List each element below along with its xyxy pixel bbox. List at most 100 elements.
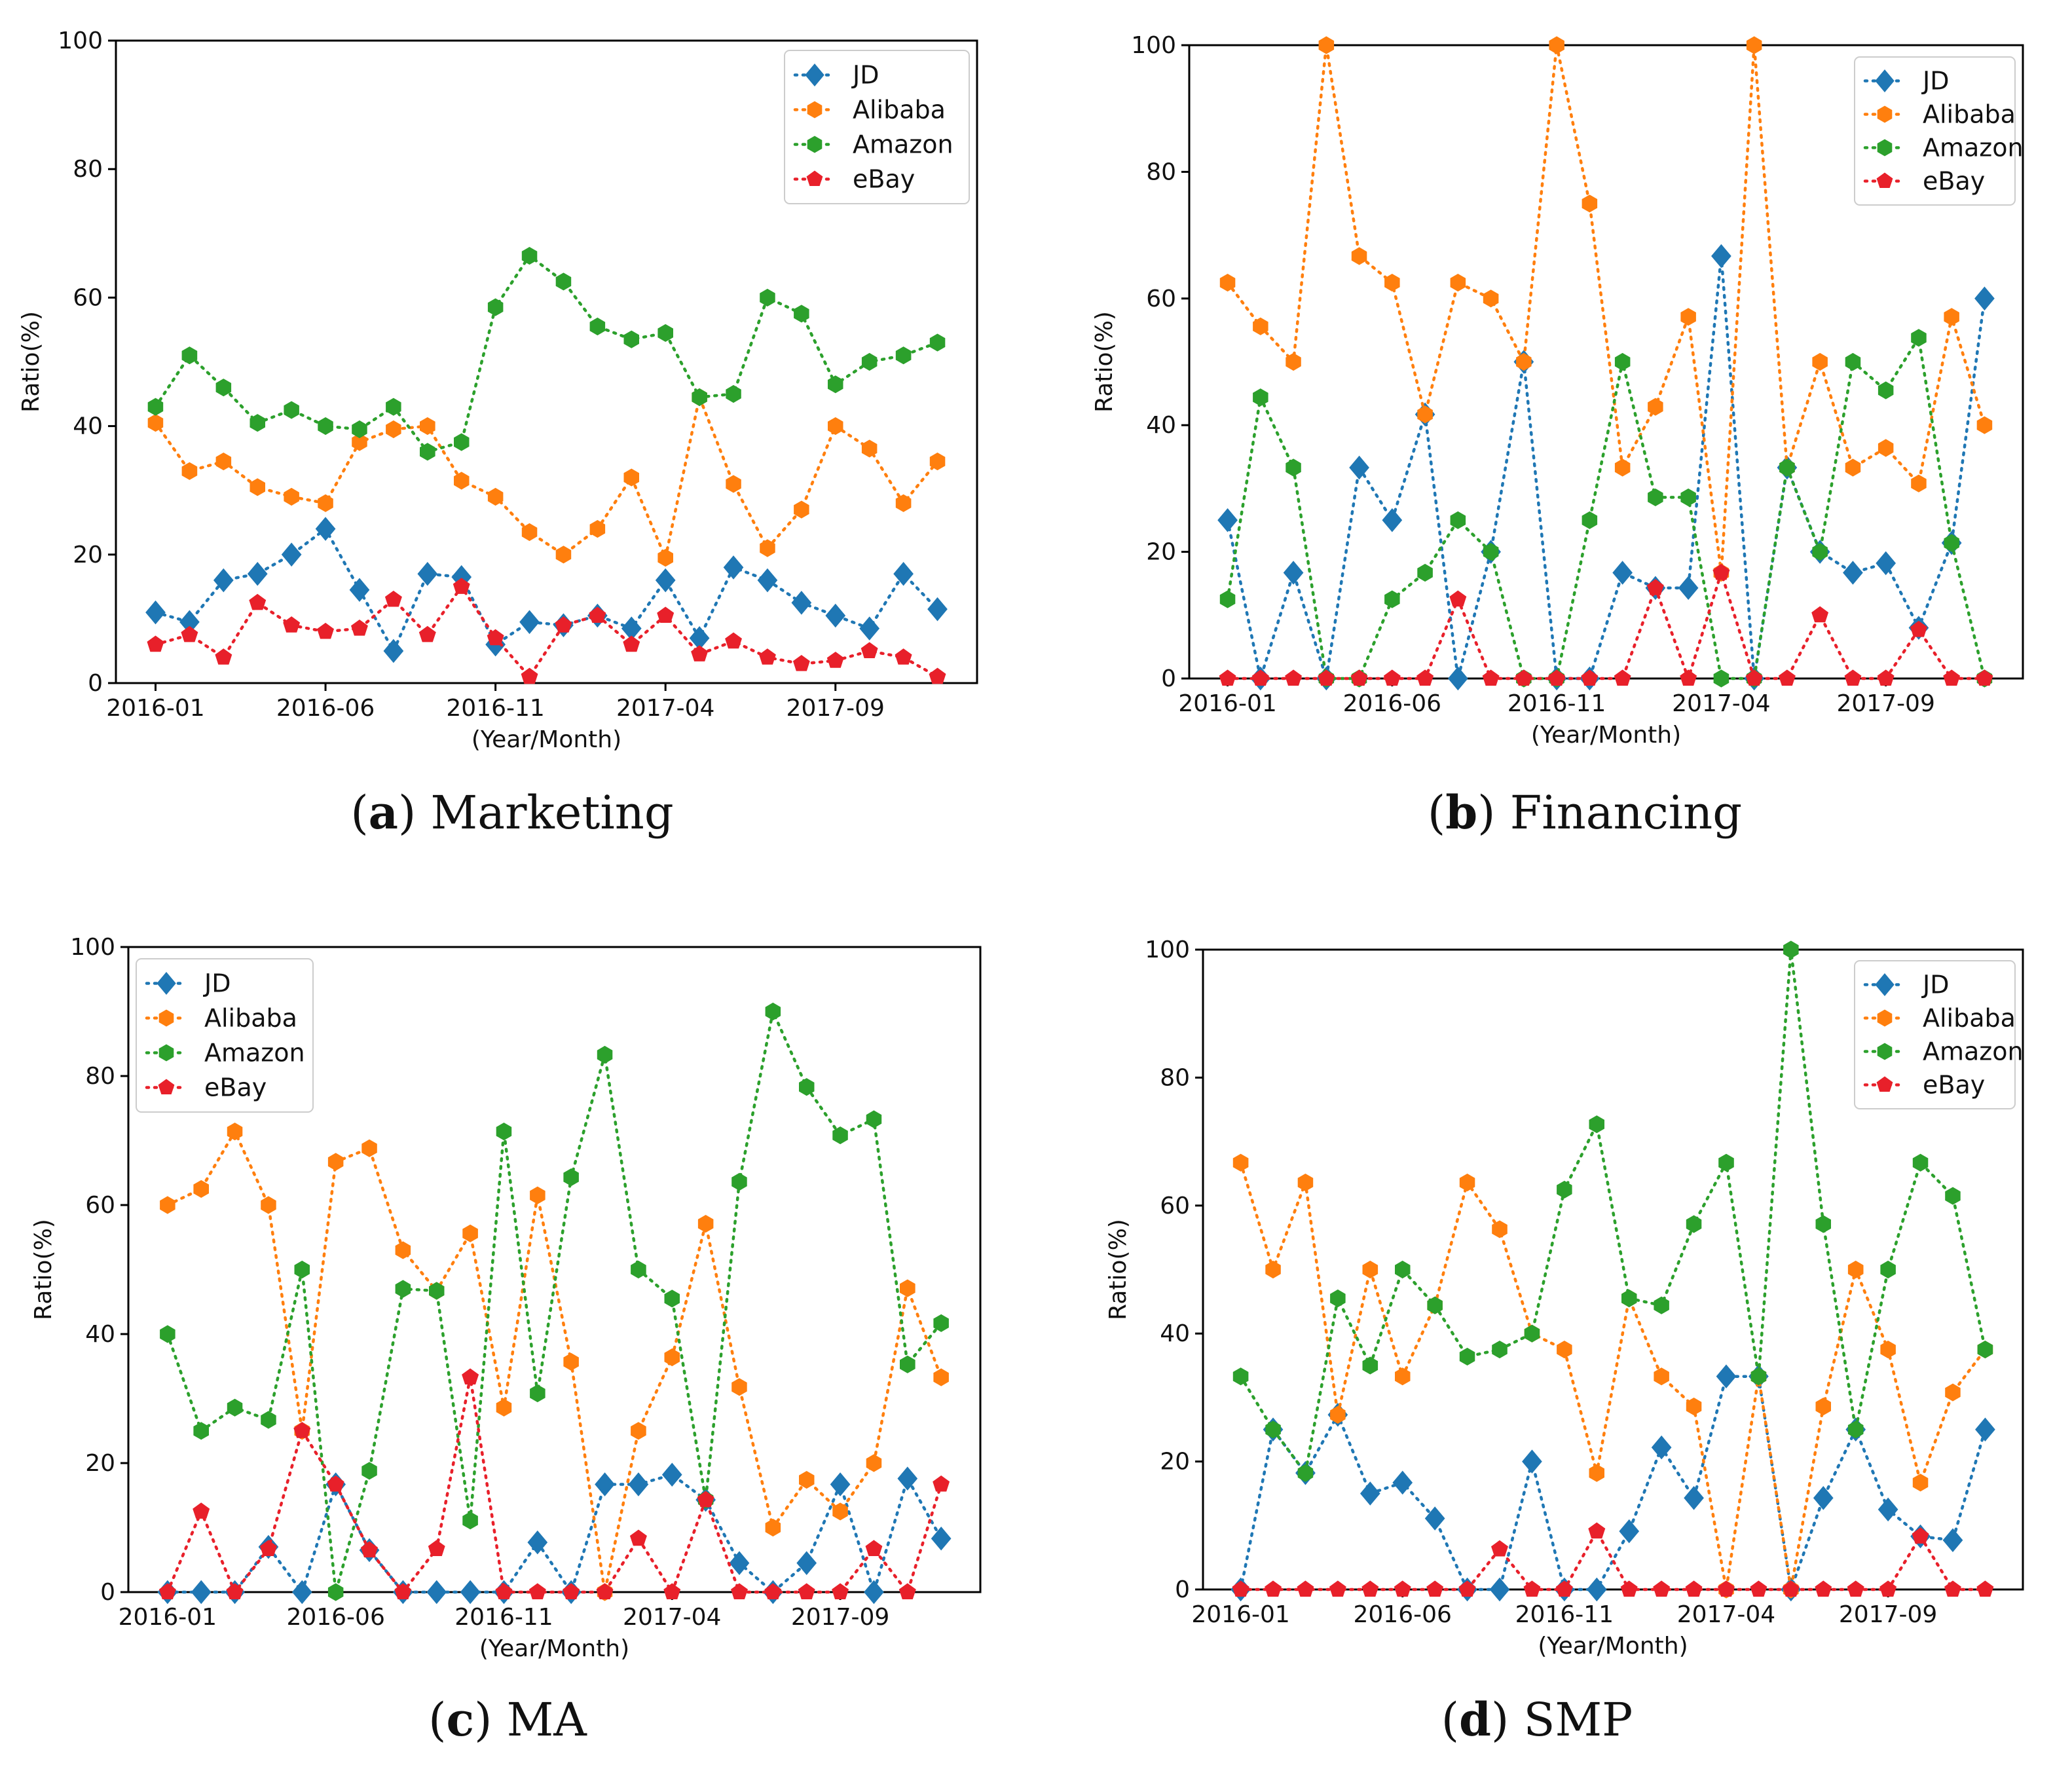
series-line-jd — [154, 527, 939, 655]
data-point-amazon — [1878, 381, 1894, 399]
data-point-alibaba — [261, 1196, 276, 1214]
data-point-jd — [1392, 1470, 1413, 1495]
series-line-jd — [1226, 255, 1986, 684]
x-axis-label: (Year/Month) — [1538, 1633, 1688, 1660]
data-point-alibaba — [1557, 1341, 1572, 1359]
y-tick-label: 80 — [85, 1063, 115, 1090]
data-point-alibaba — [828, 417, 843, 436]
legend-label-alibaba: Alibaba — [1923, 100, 2016, 129]
data-point-jd — [1684, 1486, 1704, 1510]
data-point-alibaba — [181, 462, 198, 480]
data-point-jd — [213, 568, 234, 593]
y-tick-label: 100 — [70, 934, 115, 961]
y-tick-label: 80 — [73, 156, 103, 183]
data-point-ebay — [1394, 1580, 1411, 1597]
data-point-amazon — [1362, 1356, 1378, 1375]
data-point-ebay — [147, 635, 164, 652]
data-point-amazon — [386, 398, 401, 416]
data-point-ebay — [1750, 1580, 1767, 1597]
data-point-amazon — [1459, 1347, 1475, 1366]
data-point-alibaba — [1265, 1260, 1281, 1279]
data-point-ebay — [394, 1583, 412, 1599]
data-point-alibaba — [1253, 317, 1268, 335]
data-point-jd — [661, 1462, 682, 1487]
data-point-jd — [1360, 1481, 1380, 1506]
data-point-ebay — [1718, 1580, 1735, 1597]
y-axis-label: Ratio(%) — [30, 1219, 57, 1320]
series-amazon — [147, 247, 946, 461]
data-point-alibaba — [697, 1215, 714, 1233]
data-point-amazon — [1330, 1289, 1346, 1308]
hexagon-icon — [1877, 1043, 1893, 1060]
data-point-alibaba — [250, 478, 265, 496]
data-point-jd — [527, 1530, 548, 1555]
data-point-amazon — [462, 1512, 478, 1530]
data-point-alibaba — [147, 414, 164, 432]
data-point-amazon — [1945, 1187, 1961, 1205]
series-amazon — [160, 1002, 949, 1601]
data-point-jd — [1217, 508, 1238, 532]
pentagon-icon — [158, 1079, 175, 1094]
data-point-amazon — [1297, 1464, 1314, 1482]
data-point-amazon — [664, 1290, 680, 1308]
data-point-jd — [1619, 1519, 1640, 1544]
x-tick-label: 2017-09 — [791, 1604, 889, 1631]
data-point-amazon — [521, 247, 538, 265]
legend-box — [784, 50, 970, 204]
y-tick-label: 80 — [1146, 158, 1176, 185]
data-point-alibaba — [933, 1368, 949, 1386]
y-axis-label: Ratio(%) — [18, 311, 45, 413]
data-point-jd — [1678, 576, 1699, 600]
data-point-alibaba — [327, 1153, 344, 1171]
data-point-amazon — [1621, 1289, 1637, 1308]
panel-caption: (b) Financing — [1428, 785, 1742, 840]
data-point-ebay — [1588, 1522, 1606, 1539]
data-point-ebay — [1910, 620, 1927, 637]
data-point-ebay — [1219, 669, 1236, 686]
data-point-alibaba — [530, 1186, 546, 1204]
data-point-alibaba — [1976, 416, 1993, 434]
data-point-amazon — [1557, 1180, 1572, 1198]
data-point-ebay — [1847, 1580, 1864, 1597]
data-point-alibaba — [1847, 1260, 1864, 1279]
data-point-ebay — [1449, 590, 1467, 607]
y-tick-label: 60 — [73, 284, 103, 311]
data-point-amazon — [1648, 488, 1663, 506]
data-point-amazon — [597, 1045, 613, 1064]
series-line-ebay — [154, 584, 939, 679]
data-point-alibaba — [160, 1196, 176, 1214]
data-point-ebay — [418, 625, 436, 642]
data-point-alibaba — [1945, 1383, 1961, 1402]
data-point-amazon — [861, 352, 878, 371]
data-point-amazon — [1219, 590, 1236, 608]
data-point-ebay — [629, 1529, 647, 1546]
data-point-amazon — [193, 1422, 209, 1440]
data-point-ebay — [623, 635, 640, 652]
data-point-ebay — [1329, 1580, 1346, 1597]
data-point-ebay — [215, 648, 232, 665]
data-point-alibaba — [631, 1422, 646, 1440]
data-point-jd — [1975, 1417, 1995, 1442]
legend-label-amazon: Amazon — [1923, 134, 2024, 162]
data-point-amazon — [866, 1110, 882, 1128]
data-point-ebay — [1581, 669, 1599, 686]
legend: JD Alibaba Amazon eBay — [784, 50, 970, 204]
data-point-amazon — [1713, 669, 1730, 688]
y-tick-label: 40 — [1160, 1320, 1190, 1347]
data-point-ebay — [1251, 669, 1269, 686]
data-point-alibaba — [1417, 405, 1433, 424]
data-point-ebay — [1944, 1580, 1961, 1597]
data-point-amazon — [657, 324, 673, 342]
x-tick-label: 2016-01 — [1191, 1601, 1289, 1628]
data-point-alibaba — [1384, 274, 1400, 292]
data-point-jd — [417, 561, 438, 586]
data-point-ebay — [792, 654, 810, 671]
y-tick-label: 20 — [1160, 1449, 1190, 1476]
series-ebay — [147, 578, 946, 684]
x-tick-label: 2017-09 — [1839, 1601, 1937, 1628]
data-point-jd — [796, 1551, 817, 1575]
data-point-amazon — [1718, 1153, 1734, 1172]
diamond-icon — [805, 64, 824, 86]
data-point-alibaba — [900, 1279, 916, 1297]
data-point-jd — [1813, 1486, 1834, 1510]
